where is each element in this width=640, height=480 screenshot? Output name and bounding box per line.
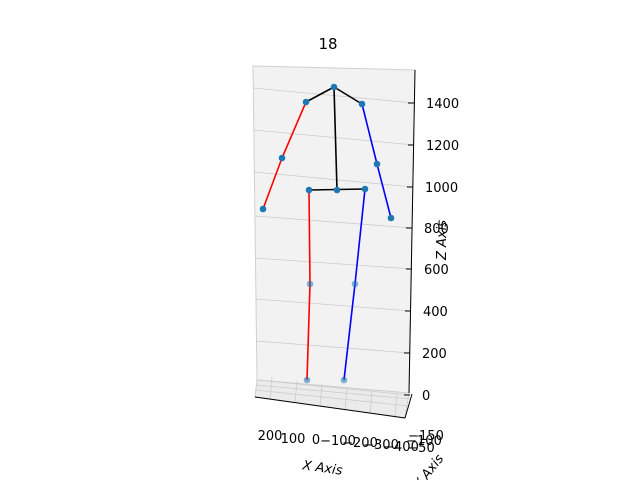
joint-point-knee-left xyxy=(351,280,359,288)
chart-title: 18 xyxy=(318,35,337,53)
joint-point-elbow-right xyxy=(278,154,286,162)
joint-point-wrist-left xyxy=(387,214,395,222)
joint-point-head-top xyxy=(330,83,338,91)
bone xyxy=(305,86,335,103)
z-grid-line xyxy=(255,340,411,354)
x-grid-line xyxy=(344,387,348,411)
z-tick-label: 800 xyxy=(424,222,449,237)
z-grid-line xyxy=(255,298,412,312)
x-tick-label: 100 xyxy=(281,432,306,447)
joint-point-shoulder-right xyxy=(302,98,310,106)
z-axis-label: Z Axis xyxy=(435,220,450,261)
skeleton-joints xyxy=(259,83,395,384)
bone xyxy=(262,157,283,210)
x-grid-line xyxy=(269,376,273,400)
grid-lines xyxy=(252,87,415,417)
x-tick-label: −400 xyxy=(383,440,419,455)
z-grid-line xyxy=(256,379,411,396)
x-axis-line xyxy=(254,396,406,419)
x-grid-line xyxy=(319,383,323,407)
z-grid-line xyxy=(254,257,413,270)
y-grid-line xyxy=(255,384,411,400)
y-tick-label: −150 xyxy=(408,429,444,444)
z-tick-label: 0 xyxy=(422,389,430,404)
bone xyxy=(333,86,363,105)
bone xyxy=(376,163,392,219)
z-grid-line xyxy=(253,129,415,146)
y-grid-line xyxy=(254,389,410,407)
bone xyxy=(361,103,378,165)
z-tick-label: 200 xyxy=(422,347,447,362)
bone xyxy=(281,101,307,159)
joint-point-elbow-left xyxy=(373,160,381,168)
x-tick-label: −100 xyxy=(320,434,356,449)
tick-marks xyxy=(404,102,414,396)
joint-point-hip-center xyxy=(333,186,341,194)
bone xyxy=(354,188,366,285)
z-tick-label: 1200 xyxy=(426,139,459,154)
z-grid-line xyxy=(253,171,414,188)
joint-point-knee-right xyxy=(306,280,314,288)
bone xyxy=(343,283,356,381)
z-tick-label: 1000 xyxy=(425,181,458,196)
bone xyxy=(333,86,338,191)
x-tick-label: 200 xyxy=(258,429,283,444)
x-tick-label: 0 xyxy=(312,433,320,448)
joint-point-ankle-left xyxy=(340,376,348,384)
joint-point-ankle-right xyxy=(303,376,311,384)
x-axis-label: X Axis xyxy=(301,458,344,479)
pane-back xyxy=(252,65,416,394)
joint-point-wrist-right xyxy=(259,205,267,213)
y-axis-line xyxy=(404,393,413,419)
joint-point-hip-left xyxy=(361,185,369,193)
z-tick-label: 600 xyxy=(424,263,449,278)
z-tick-label: 400 xyxy=(423,305,448,320)
x-tick-label: −200 xyxy=(342,436,378,451)
z-grid-line xyxy=(254,215,413,229)
joint-point-shoulder-left xyxy=(358,100,366,108)
bone xyxy=(306,283,311,381)
joint-point-hip-right xyxy=(305,186,313,194)
x-tick-label: −300 xyxy=(363,438,399,453)
y-tick-label: −100 xyxy=(406,434,442,449)
x-grid-line xyxy=(294,380,298,404)
z-axis-line xyxy=(408,69,416,394)
bone xyxy=(308,189,311,285)
y-tick-label: −50 xyxy=(407,441,434,456)
z-tick-label: 1400 xyxy=(426,97,459,112)
